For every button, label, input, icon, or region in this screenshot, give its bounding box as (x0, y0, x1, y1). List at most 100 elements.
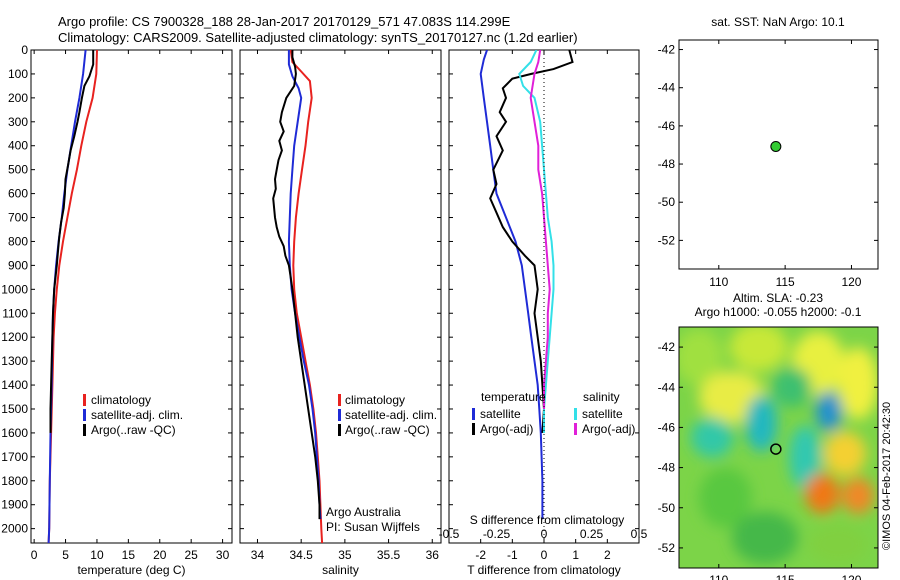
x-tick-label: 10 (90, 548, 104, 562)
heatmap-cell (732, 511, 799, 564)
y-tick-label: 900 (8, 258, 28, 272)
y-tick-label: 400 (8, 139, 28, 153)
annotation-line: Argo Australia (326, 505, 401, 519)
y-tick-label: 600 (8, 187, 28, 201)
series-salinity-satellite (518, 50, 555, 433)
plot-frame (448, 49, 640, 544)
x-tick-label: 115 (776, 573, 795, 580)
x-axis-label: temperature (deg C) (77, 563, 185, 577)
y-tick-label: -46 (658, 119, 676, 133)
x-tick-label: 110 (709, 573, 728, 580)
heatmap-cell (745, 395, 778, 452)
y-tick-label: -46 (658, 420, 676, 434)
x-tick-label: 30 (216, 548, 230, 562)
heatmap-cell (679, 329, 723, 386)
legend-swatch (83, 409, 86, 421)
x-tick-label: 120 (841, 573, 861, 580)
legend-swatch (338, 424, 341, 436)
y-tick-label: -52 (658, 541, 676, 555)
series-salinity-argo-adj- (529, 50, 551, 409)
map-frame (678, 326, 879, 569)
series-temperature-satellite (479, 50, 544, 520)
map-title: Altim. SLA: -0.23 (733, 291, 823, 305)
x-tick-label: 2 (604, 548, 611, 562)
heatmap-cell (815, 391, 843, 432)
top-x-tick-label: 0 (541, 527, 548, 541)
x-axis-label: salinity (322, 563, 359, 577)
heatmap-cell (729, 327, 788, 372)
legend-swatch (574, 423, 577, 435)
heatmap-cell (823, 431, 867, 476)
x-tick-label: -2 (475, 548, 486, 562)
heatmap-cell (838, 347, 878, 420)
x-tick-label: 5 (62, 548, 69, 562)
y-tick-label: 500 (8, 163, 28, 177)
x-tick-label: 0 (31, 548, 38, 562)
x-tick-label: 25 (184, 548, 198, 562)
heatmap-cell (698, 467, 752, 528)
x-tick-label: 110 (709, 275, 728, 289)
y-tick-label: 2000 (1, 522, 28, 536)
argo-location-marker (770, 443, 782, 455)
heatmap-cell (789, 425, 821, 490)
legend-entry: Argo(-adj) (582, 422, 635, 436)
y-tick-label: 1100 (2, 306, 28, 320)
plot-frame (239, 49, 442, 544)
heatmap-cell (690, 417, 734, 458)
legend-entry: Argo(..raw -QC) (91, 423, 176, 437)
y-tick-label: -42 (658, 340, 676, 354)
y-tick-label: 700 (8, 211, 28, 225)
y-tick-label: 800 (8, 234, 28, 248)
y-tick-label: 1900 (1, 498, 28, 512)
legend-entry: Argo(-adj) (480, 422, 533, 436)
x-tick-label: 36 (426, 548, 440, 562)
y-tick-label: -44 (658, 380, 676, 394)
legend-entry: satellite-adj. clim. (91, 408, 183, 422)
legend-entry: satellite (582, 407, 623, 421)
salinity-panel: 34 34.5 35 35.5 36 salinity climatologysatelli… (239, 49, 442, 577)
y-tick-label: -44 (658, 81, 676, 95)
legend-title: salinity (583, 390, 620, 404)
map-frame (678, 39, 879, 270)
top-x-tick-label: -0.5 (439, 527, 460, 541)
x-tick-label: 0 (541, 548, 548, 562)
y-tick-label: 1300 (1, 354, 28, 368)
legend-entry: climatology (345, 393, 405, 407)
watermark: ©IMOS 04-Feb-2017 20:42:30 (881, 402, 893, 550)
x-tick-label: 20 (153, 548, 167, 562)
header-line-2: Climatology: CARS2009. Satellite-adjuste… (58, 30, 578, 45)
heatmap-blobs (679, 327, 878, 564)
series-group (47, 50, 98, 543)
series-group (479, 50, 574, 520)
legend-swatch (472, 423, 475, 435)
y-tick-label: 1400 (1, 378, 28, 392)
y-tick-label: 1200 (1, 330, 28, 344)
y-tick-label: 1500 (1, 402, 28, 416)
y-tick-label: -42 (658, 43, 676, 57)
y-tick-label: 1000 (1, 282, 28, 296)
heatmap-cell (771, 367, 812, 408)
series-group (272, 50, 324, 543)
top-x-axis-label: S difference from climatology (470, 513, 625, 527)
legend-swatch (83, 394, 86, 406)
legend-swatch (83, 424, 86, 436)
annotation-line: PI: Susan Wijffels (326, 520, 420, 534)
y-tick-label: -50 (658, 195, 676, 209)
x-axis-label: T difference from climatology (467, 563, 621, 577)
x-tick-label: 115 (776, 275, 795, 289)
x-tick-label: -1 (507, 548, 518, 562)
legend-title: temperature (481, 390, 546, 404)
map-subtitle: Argo h1000: -0.055 h2000: -0.1 (695, 305, 862, 319)
header-line-1: Argo profile: CS 7900328_188 28-Jan-2017… (58, 14, 511, 29)
x-tick-label: 120 (841, 275, 861, 289)
x-tick-label: 15 (122, 548, 136, 562)
heatmap (679, 327, 878, 568)
y-tick-label: 100 (8, 67, 28, 81)
y-tick-label: -48 (658, 157, 676, 171)
top-x-tick-label: 0.5 (631, 527, 648, 541)
x-tick-label: 35.5 (377, 548, 401, 562)
map-title: sat. SST: NaN Argo: 10.1 (711, 15, 845, 29)
legend-swatch (574, 408, 577, 420)
